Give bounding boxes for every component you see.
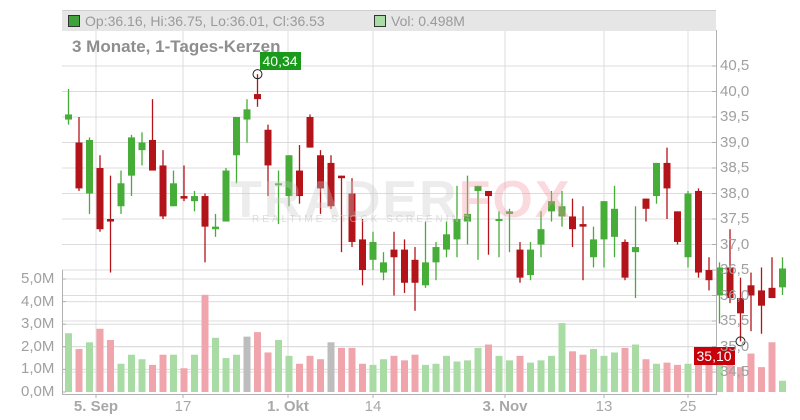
volume-tick-label: 5,0M [21, 270, 55, 287]
ohlc-swatch-icon [68, 14, 80, 27]
date-tick-label: 1. Okt [267, 398, 309, 415]
price-tick-label: 34,5 [720, 363, 750, 380]
date-tick-label: 5. Sep [73, 398, 119, 415]
price-tick-label: 36,0 [720, 286, 750, 304]
volume-tick-label: 0,0M [21, 383, 55, 400]
price-tick-label: 35,5 [720, 312, 750, 329]
price-tick-label: 40,0 [720, 82, 750, 100]
volume-tick-label: 4,0M [21, 292, 55, 310]
price-tick-label: 37,0 [720, 235, 750, 253]
ohlc-values: Op:36.16, Hi:36.75, Lo:36.01, Cl:36.53 [85, 13, 325, 29]
price-tick-label: 36,5 [720, 261, 750, 278]
price-tick-label: 39,0 [720, 133, 750, 151]
period-high-label: 40,34 [259, 52, 301, 71]
price-candles [65, 74, 786, 342]
volume-swatch-icon [374, 14, 386, 27]
date-tick-label: 13 [595, 398, 613, 415]
volume-legend: Vol: 0.498M [374, 13, 465, 29]
date-tick-label: 3. Nov [482, 398, 528, 415]
volume-tick-label: 3,0M [21, 315, 55, 333]
ohlc-legend-bar: Op:36.16, Hi:36.75, Lo:36.01, Cl:36.53 V… [62, 10, 716, 31]
ohlc-legend: Op:36.16, Hi:36.75, Lo:36.01, Cl:36.53 [68, 13, 325, 29]
period-low-label: 35,10 [693, 347, 735, 366]
price-tick-label: 38,5 [720, 159, 750, 176]
extreme-markers [252, 69, 746, 347]
price-tick-label: 37,5 [720, 210, 750, 227]
volume-tick-label: 1,0M [21, 360, 55, 378]
chart-title: 3 Monate, 1-Tages-Kerzen [72, 37, 281, 56]
volume-bars [65, 294, 786, 392]
volume-value: Vol: 0.498M [391, 13, 465, 29]
watermark-logo: TRADERFOX [230, 171, 572, 229]
price-tick-label: 40,5 [720, 57, 750, 74]
watermark-tagline: REALTIME STOCK SCREENING [252, 214, 473, 225]
price-tick-label: 39,5 [720, 108, 750, 125]
date-tick-label: 14 [364, 398, 382, 415]
date-tick-label: 25 [679, 398, 697, 415]
price-tick-label: 38,0 [720, 184, 750, 202]
axes [62, 30, 717, 398]
date-tick-label: 17 [174, 398, 192, 415]
price-tick-label: 35,0 [720, 337, 750, 355]
volume-tick-label: 2,0M [21, 337, 55, 355]
